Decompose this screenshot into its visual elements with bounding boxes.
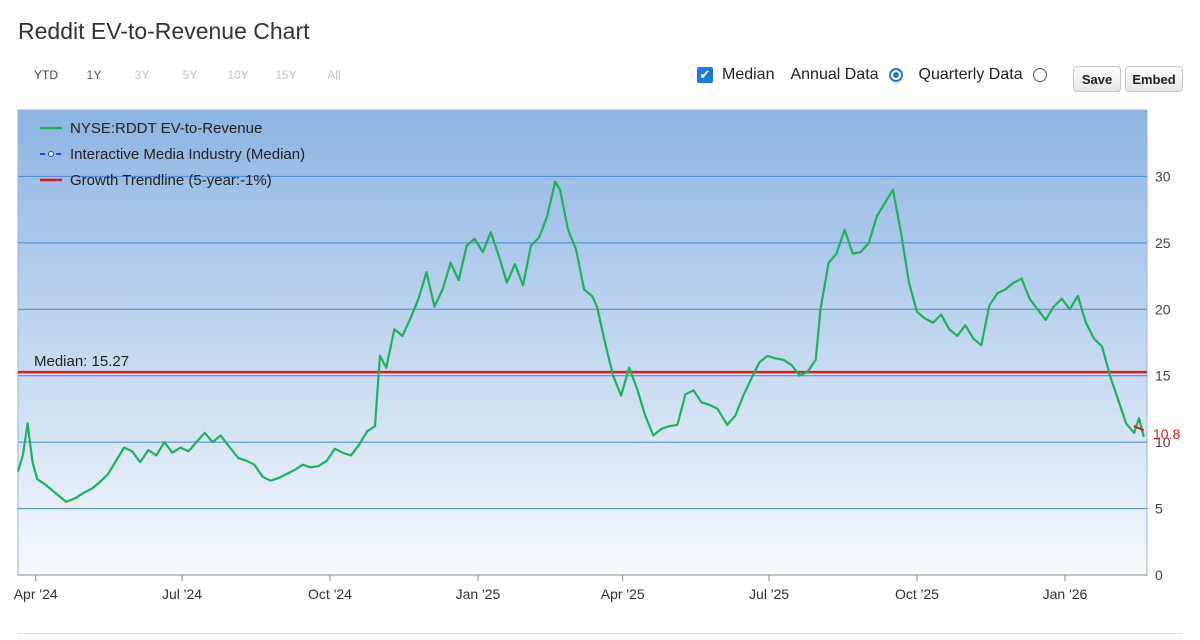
x-tick-label: Jul '25 xyxy=(749,586,789,602)
annual-data-radio[interactable] xyxy=(888,68,903,82)
legend-marker-dot xyxy=(48,151,54,157)
range-15y[interactable]: 15Y xyxy=(275,68,297,82)
median-label: Median: 15.27 xyxy=(34,353,129,370)
y-tick-label: 0 xyxy=(1155,567,1163,583)
legend-label-industry: Interactive Media Industry (Median) xyxy=(70,146,305,163)
annual-data-label: Annual Data xyxy=(790,66,879,83)
range-10y[interactable]: 10Y xyxy=(227,68,249,82)
x-tick-label: Apr '24 xyxy=(14,586,58,602)
last-value-label: 10.8 xyxy=(1153,426,1180,442)
series-line-rddt xyxy=(16,180,1145,503)
save-button[interactable]: Save xyxy=(1073,66,1121,92)
quarterly-data-radio[interactable] xyxy=(1032,68,1047,82)
ev-to-revenue-chart: 0 5 10 15 20 25 30 Apr '24 Jul '24 Oct '24 Jan '25… xyxy=(14,109,1180,602)
range-all[interactable]: All xyxy=(327,68,341,82)
x-tick-label: Jul '24 xyxy=(162,586,202,602)
y-tick-label: 15 xyxy=(1155,368,1171,384)
x-tick-label: Jan '25 xyxy=(456,586,501,602)
growth-trendline xyxy=(1133,425,1145,432)
y-tick-label: 10 xyxy=(1155,434,1171,450)
legend-label-trend: Growth Trendline (5-year:-1%) xyxy=(70,172,272,189)
x-tick-label: Jan '26 xyxy=(1043,586,1088,602)
footer-divider xyxy=(18,633,1182,634)
range-3y[interactable]: 3Y xyxy=(134,68,150,82)
range-selector: YTD 1Y 3Y 5Y 10Y 15Y All xyxy=(22,68,358,82)
legend-label-series: NYSE:RDDT EV-to-Revenue xyxy=(70,120,262,137)
chart-options: ✔ Median Annual Data Quarterly Data xyxy=(697,66,1047,84)
plot-area xyxy=(17,109,1148,576)
range-ytd[interactable]: YTD xyxy=(34,68,58,82)
range-1y[interactable]: 1Y xyxy=(86,68,102,82)
x-tick-label: Oct '25 xyxy=(895,586,939,602)
y-tick-label: 5 xyxy=(1155,501,1163,517)
x-tick-label: Apr '25 xyxy=(601,586,645,602)
range-5y[interactable]: 5Y xyxy=(182,68,198,82)
embed-button[interactable]: Embed xyxy=(1125,66,1183,92)
x-tick-label: Oct '24 xyxy=(308,586,352,602)
median-checkbox[interactable]: ✔ xyxy=(697,67,713,83)
y-tick-label: 25 xyxy=(1155,235,1171,251)
y-tick-label: 30 xyxy=(1155,168,1171,184)
quarterly-data-label: Quarterly Data xyxy=(918,66,1023,83)
y-tick-label: 20 xyxy=(1155,301,1171,317)
median-checkbox-label: Median xyxy=(722,66,775,83)
page-title: Reddit EV-to-Revenue Chart xyxy=(18,18,310,44)
